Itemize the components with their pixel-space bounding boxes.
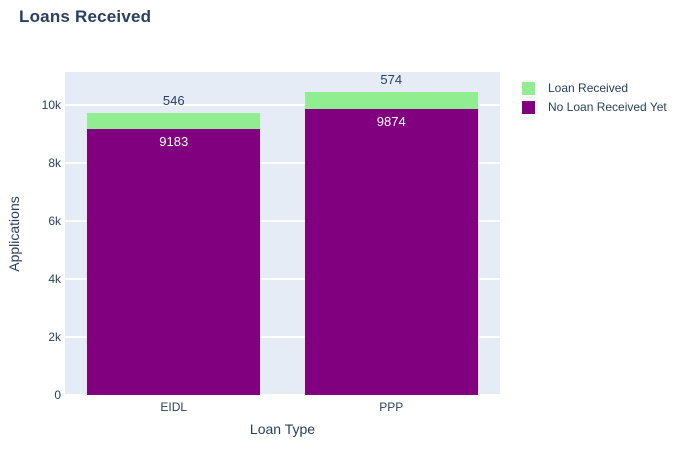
bar-value-eidl-loan-received: 546 [162,92,185,108]
gridline [65,278,500,280]
y-tick-label: 6k [48,214,61,229]
y-tick-label: 10k [41,98,61,113]
gridline [65,104,500,106]
x-tick-label-eidl: EIDL [160,400,188,414]
x-axis-title: Loan Type [249,421,316,437]
legend-item-loan-received[interactable]: Loan Received [522,82,667,95]
gridline [65,336,500,338]
bar-eidl-no-loan-received-yet [87,128,261,395]
gridline [65,162,500,164]
legend-swatch-no-loan-received-yet [522,101,535,114]
y-tick-label: 8k [48,156,61,171]
y-tick-label: 2k [48,330,61,344]
bar-ppp-loan-received [304,92,478,109]
legend: Loan Received No Loan Received Yet [522,82,667,120]
bar-eidl-loan-received [87,112,261,129]
x-tick-label-ppp: PPP [379,400,404,414]
legend-label: No Loan Received Yet [548,100,667,114]
legend-label: Loan Received [548,81,629,95]
y-tick-label: 0 [54,388,61,402]
bar-value-ppp-loan-received: 574 [380,72,403,88]
legend-swatch-loan-received [522,82,535,95]
plot-area: 9183 546 9874 574 [65,72,500,395]
y-tick-label: 4k [48,272,61,287]
chart-title: Loans Received [19,7,152,26]
bar-value-ppp-no-loan-received-yet: 9874 [376,113,406,129]
bar-value-eidl-no-loan-received-yet: 9183 [159,133,189,149]
legend-item-no-loan-received-yet[interactable]: No Loan Received Yet [522,101,667,114]
gridline [65,220,500,222]
gridline [65,394,500,395]
bar-ppp-no-loan-received-yet [304,108,478,395]
